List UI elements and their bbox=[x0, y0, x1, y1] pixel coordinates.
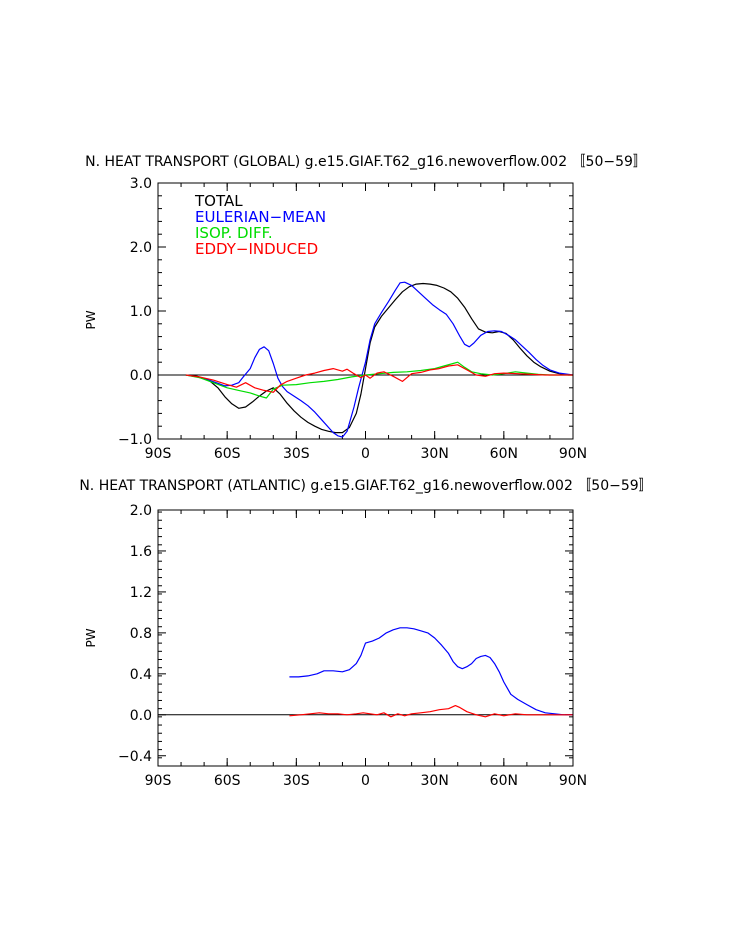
global-plot-frame bbox=[157, 182, 574, 440]
x-tick-label: 90S bbox=[145, 773, 172, 789]
atlantic-heat-transport-panel: N. HEAT TRANSPORT (ATLANTIC) g.e15.GIAF.… bbox=[79, 478, 652, 789]
y-tick-label: 1.2 bbox=[130, 585, 152, 601]
x-tick-label: 60S bbox=[214, 773, 241, 789]
y-tick-label: 3.0 bbox=[130, 176, 152, 192]
legend-isop-diff: ISOP. DIFF. bbox=[195, 224, 273, 242]
x-tick-label: 90N bbox=[559, 773, 587, 789]
series-line-isop-diff bbox=[185, 361, 573, 399]
atlantic-y-axis-label: PW bbox=[84, 628, 98, 647]
y-tick-label: −0.4 bbox=[118, 749, 152, 765]
series-line-eddy-induced bbox=[185, 364, 573, 393]
global-heat-transport-panel: N. HEAT TRANSPORT (GLOBAL) g.e15.GIAF.T6… bbox=[84, 154, 647, 462]
series-line-total bbox=[185, 282, 573, 434]
series-line-eulerian-mean bbox=[289, 627, 573, 716]
y-tick-label: 0.0 bbox=[130, 368, 152, 384]
x-tick-label: 60N bbox=[490, 446, 518, 462]
x-tick-label: 90S bbox=[145, 446, 172, 462]
x-tick-label: 30N bbox=[421, 446, 449, 462]
global-chart-title: N. HEAT TRANSPORT (GLOBAL) g.e15.GIAF.T6… bbox=[85, 154, 647, 170]
x-tick-label: 60N bbox=[490, 773, 518, 789]
x-tick-label: 0 bbox=[361, 446, 370, 462]
y-tick-label: 0.4 bbox=[130, 667, 152, 683]
x-tick-label: 90N bbox=[559, 446, 587, 462]
series-line-eulerian-mean bbox=[185, 281, 574, 438]
legend-eulerian-mean: EULERIAN−MEAN bbox=[195, 208, 326, 226]
global-legend: TOTAL EULERIAN−MEAN ISOP. DIFF. EDDY−IND… bbox=[194, 192, 326, 258]
legend-total: TOTAL bbox=[194, 192, 243, 210]
y-tick-label: 1.0 bbox=[130, 304, 152, 320]
atlantic-chart-title: N. HEAT TRANSPORT (ATLANTIC) g.e15.GIAF.… bbox=[79, 478, 652, 494]
atlantic-plot-frame bbox=[157, 509, 574, 767]
global-y-axis-label: PW bbox=[84, 310, 98, 329]
y-tick-label: 1.6 bbox=[130, 544, 152, 560]
y-tick-label: 2.0 bbox=[130, 240, 152, 256]
y-tick-label: −1.0 bbox=[118, 432, 152, 448]
y-tick-label: 2.0 bbox=[130, 503, 152, 519]
x-tick-label: 30S bbox=[283, 446, 310, 462]
x-tick-label: 30S bbox=[283, 773, 310, 789]
series-line-eddy-induced bbox=[289, 704, 573, 718]
x-tick-label: 30N bbox=[421, 773, 449, 789]
x-tick-label: 60S bbox=[214, 446, 241, 462]
y-tick-label: 0.8 bbox=[130, 626, 152, 642]
y-tick-label: 0.0 bbox=[130, 708, 152, 724]
x-tick-label: 0 bbox=[361, 773, 370, 789]
legend-eddy-induced: EDDY−INDUCED bbox=[195, 240, 318, 258]
